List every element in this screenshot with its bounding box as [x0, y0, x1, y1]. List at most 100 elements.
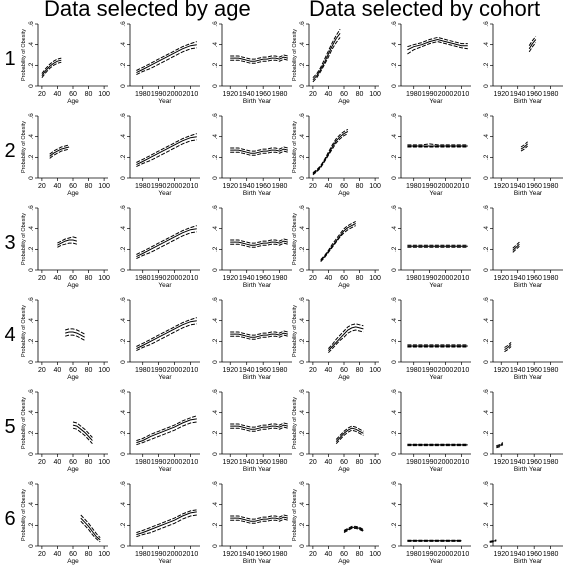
- confidence-bound-line: [136, 317, 197, 347]
- x-tick-label: 1980: [135, 91, 151, 98]
- y-tick-label: 0: [391, 84, 398, 88]
- x-tick-label: 40: [54, 91, 62, 98]
- x-axis-title: Year: [158, 374, 172, 381]
- x-axis-title: Birth Year: [514, 466, 543, 473]
- y-tick-label: 0: [120, 360, 127, 364]
- panel-c-period-1: 0 .2 .4 .6 1980 1990 2000 2010 Year: [391, 21, 471, 105]
- y-tick-label: .6: [483, 21, 490, 27]
- y-tick-label: .4: [299, 134, 306, 140]
- y-tick-label: .4: [299, 410, 306, 416]
- confidence-bound-line: [136, 514, 197, 538]
- x-tick-label: 1980: [135, 275, 151, 282]
- x-tick-label: 2010: [454, 551, 470, 558]
- x-axis-title: Age: [67, 190, 79, 197]
- y-tick-label: 0: [483, 84, 490, 88]
- y-tick-label: .6: [299, 21, 306, 27]
- x-tick-label: 100: [98, 459, 110, 466]
- y-tick-label: .2: [391, 154, 398, 160]
- x-tick-label: 80: [85, 91, 93, 98]
- y-tick-label: .6: [28, 481, 35, 487]
- confidence-bound-line: [528, 42, 537, 53]
- header-data-selected-by-cohort: Data selected by cohort: [309, 0, 541, 21]
- y-tick-label: .2: [120, 62, 127, 68]
- estimate-line: [230, 516, 289, 522]
- x-tick-label: 1940: [510, 183, 526, 190]
- x-tick-label: 60: [340, 275, 348, 282]
- estimate-line: [65, 331, 85, 338]
- x-tick-label: 1980: [272, 459, 288, 466]
- y-tick-label: .4: [391, 226, 398, 232]
- y-tick-label: .2: [28, 430, 35, 436]
- x-tick-label: 1920: [222, 551, 238, 558]
- x-axis-title: Age: [67, 282, 79, 289]
- y-tick-label: .6: [391, 205, 398, 211]
- y-tick-label: .6: [299, 113, 306, 119]
- y-tick-label: 0: [28, 360, 35, 364]
- x-tick-label: 80: [356, 367, 364, 374]
- y-axis-title: Probability of Obesity: [21, 29, 27, 81]
- confidence-bound-line: [72, 427, 93, 445]
- panel-c-period-6: 0 .2 .4 .6 1980 1990 2000 2010 Year: [391, 481, 471, 565]
- y-tick-label: .4: [120, 226, 127, 232]
- x-tick-label: 80: [85, 551, 93, 558]
- x-tick-label: 2000: [167, 459, 183, 466]
- x-tick-label: 2000: [438, 459, 454, 466]
- y-tick-label: .4: [120, 134, 127, 140]
- y-tick-label: .2: [212, 62, 219, 68]
- x-tick-label: 1920: [493, 367, 509, 374]
- y-tick-label: .2: [299, 62, 306, 68]
- x-tick-label: 1940: [239, 551, 255, 558]
- x-tick-label: 1980: [543, 367, 559, 374]
- x-tick-label: 80: [356, 551, 364, 558]
- x-tick-label: 1980: [272, 275, 288, 282]
- x-axis-title: Age: [67, 466, 79, 473]
- panel-c-period-4: 0 .2 .4 .6 1980 1990 2000 2010 Year: [391, 297, 471, 381]
- confidence-bound-line: [312, 28, 341, 79]
- x-tick-label: 100: [369, 459, 381, 466]
- x-tick-label: 60: [69, 459, 77, 466]
- confidence-bound-line: [136, 509, 197, 534]
- y-tick-label: 0: [212, 84, 219, 88]
- panel-c-age-5: 0 .2 .4 .6 20 40 60 80 100 Age Probability of Obes…: [292, 389, 381, 473]
- panel-period-6: 0 .2 .4 .6 1980 1990 2000 2010 Year: [120, 481, 200, 565]
- confidence-bound-line: [504, 342, 512, 348]
- y-tick-label: .6: [212, 205, 219, 211]
- y-tick-label: .2: [483, 430, 490, 436]
- y-tick-label: .4: [391, 410, 398, 416]
- y-tick-label: 0: [391, 360, 398, 364]
- x-tick-label: 1960: [526, 459, 542, 466]
- x-tick-label: 1960: [255, 459, 271, 466]
- y-tick-label: 0: [212, 452, 219, 456]
- x-tick-label: 2010: [183, 91, 199, 98]
- confidence-bound-line: [230, 146, 289, 152]
- y-tick-label: .4: [391, 318, 398, 324]
- confidence-bound-line: [57, 236, 78, 244]
- estimate-line: [136, 320, 197, 350]
- estimate-line: [328, 326, 364, 351]
- panel-age-2: 0 .2 .4 .6 20 40 60 80 100 Age Probability of Obes…: [21, 113, 110, 197]
- x-tick-label: 40: [325, 275, 333, 282]
- confidence-bound-line: [230, 330, 289, 336]
- x-tick-label: 1920: [222, 91, 238, 98]
- x-tick-label: 1920: [493, 275, 509, 282]
- panel-c-age-4: 0 .2 .4 .6 20 40 60 80 100 Age Probability of Obes…: [292, 297, 381, 381]
- x-tick-label: 80: [356, 91, 364, 98]
- y-tick-label: .4: [120, 502, 127, 508]
- x-tick-label: 1960: [526, 91, 542, 98]
- y-tick-label: .6: [483, 297, 490, 303]
- x-tick-label: 60: [69, 91, 77, 98]
- y-tick-label: .2: [299, 338, 306, 344]
- y-tick-label: .4: [212, 410, 219, 416]
- confidence-bound-line: [489, 540, 497, 543]
- confidence-bound-line: [328, 329, 364, 354]
- y-tick-label: .4: [28, 226, 35, 232]
- x-tick-label: 20: [38, 91, 46, 98]
- x-tick-label: 1980: [543, 91, 559, 98]
- x-tick-label: 2010: [183, 551, 199, 558]
- x-tick-label: 1980: [135, 183, 151, 190]
- x-tick-label: 20: [38, 183, 46, 190]
- x-tick-label: 20: [309, 459, 317, 466]
